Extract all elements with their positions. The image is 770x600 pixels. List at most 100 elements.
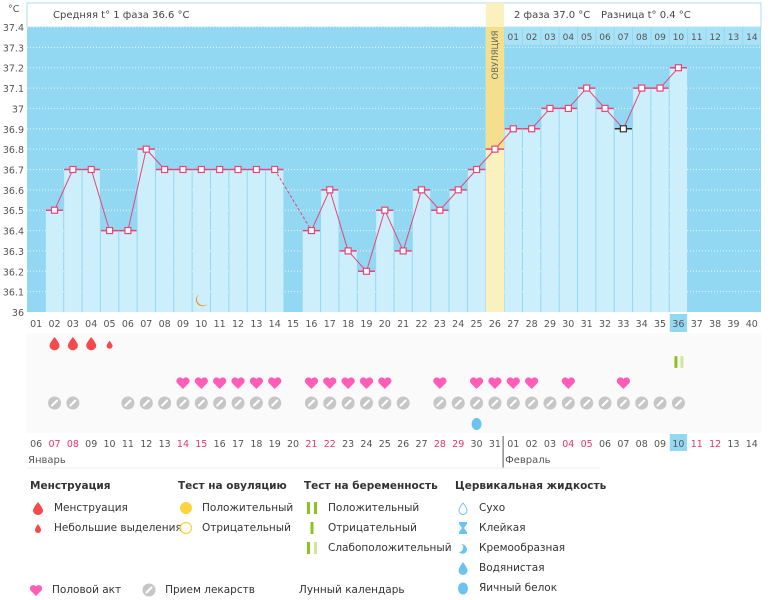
temperature-bar — [541, 108, 559, 312]
temperature-point — [124, 226, 132, 235]
temperature-line — [622, 87, 643, 129]
small-blood-drop-icon — [30, 520, 46, 536]
x-tick-label: 36 — [672, 319, 684, 330]
calendar-date: 26 — [397, 439, 409, 450]
calendar-date: 09 — [654, 439, 666, 450]
egg-white-icon — [455, 580, 471, 596]
x-tick-label: 26 — [489, 319, 501, 330]
temperature-point — [638, 84, 646, 92]
top-strip-date: 13 — [728, 33, 739, 43]
pill-icon-stripe — [179, 399, 187, 407]
temperature-point — [326, 186, 334, 194]
temperature-point — [50, 206, 59, 214]
temperature-bar — [522, 128, 541, 312]
temperature-point — [87, 165, 95, 174]
x-tick-label: 09 — [177, 319, 189, 330]
temperature-bar — [100, 230, 119, 312]
top-strip-date: 10 — [673, 33, 685, 43]
pill-icon-stripe — [656, 399, 664, 407]
heart-icon — [525, 377, 539, 389]
temperature-bar — [357, 271, 376, 312]
temperature-point — [454, 186, 462, 194]
sticky-hourglass-icon — [455, 520, 471, 536]
legend-title: Цервикальная жидкость — [455, 480, 607, 492]
y-tick-label: 36.6 — [3, 186, 24, 197]
temperature-point — [491, 145, 499, 153]
calendar-date: 07 — [617, 439, 629, 450]
x-tick-label: 25 — [471, 319, 483, 330]
unit-label: °C — [8, 4, 20, 15]
top-strip-date: 08 — [636, 33, 648, 43]
temperature-bar — [467, 169, 486, 312]
pill-icon-stripe — [546, 399, 554, 407]
temperature-point — [344, 247, 352, 255]
temperature-bar — [211, 169, 229, 312]
x-tick-label: 37 — [691, 319, 703, 330]
temperature-point — [509, 125, 517, 133]
top-strip-cell — [724, 27, 743, 45]
top-strip-cell — [651, 27, 669, 45]
heart-icon — [28, 582, 44, 598]
x-tick-label: 33 — [617, 319, 629, 330]
calendar-date: 01 — [507, 439, 519, 450]
temperature-bar — [192, 169, 210, 312]
temperature-bar — [302, 230, 321, 312]
heart-icon — [268, 377, 282, 389]
pill-icon-stripe — [197, 399, 205, 407]
legend-label: Слабоположительный — [328, 542, 452, 554]
temperature-bar — [412, 189, 431, 312]
pill-icon-stripe — [326, 399, 334, 407]
top-strip-date: 01 — [508, 33, 519, 43]
pill-icon-stripe — [142, 399, 150, 407]
legend-label: Небольшие выделения — [54, 522, 182, 534]
pill-icon-stripe — [362, 399, 370, 407]
x-tick-label: 38 — [709, 319, 721, 330]
top-strip-cell — [614, 27, 633, 45]
events-grid — [27, 333, 761, 433]
y-tick-label: 36.5 — [3, 206, 24, 217]
legend-item: Небольшие выделения — [30, 518, 182, 538]
y-tick-label: 37.2 — [3, 64, 24, 75]
heart-icon — [506, 377, 520, 389]
temperature-point — [399, 247, 407, 255]
heart-icon — [213, 377, 227, 389]
top-strip-date: 05 — [581, 33, 592, 43]
calendar-date: 14 — [746, 439, 758, 450]
legend-ovulation-test: Тест на овуляцию Положительный Отрицател… — [178, 480, 293, 538]
calendar-date: 12 — [140, 439, 152, 450]
top-strip-cell — [504, 27, 522, 45]
legend-item: Кремообразная — [455, 538, 606, 558]
legend-item: Лунный календарь — [275, 580, 405, 600]
legend-item: Половой акт — [28, 580, 121, 600]
x-tick-label: 40 — [746, 319, 758, 330]
pill-icon-stripe — [509, 399, 517, 407]
calendar-date: 30 — [471, 439, 483, 450]
temperature-point — [528, 125, 536, 133]
legend-item: Яичный белок — [455, 578, 606, 598]
pill-icon-stripe — [344, 399, 352, 407]
legend-item: Прием лекарств — [141, 580, 255, 600]
top-strip-date: 04 — [563, 33, 575, 43]
temperature-point — [234, 165, 242, 174]
top-strip-date: 06 — [599, 33, 611, 43]
temperature-bar — [82, 169, 100, 312]
pill-icon-stripe — [564, 399, 572, 407]
pill-icon-stripe — [491, 399, 499, 407]
blood-drop-icon — [30, 500, 46, 516]
x-tick-label: 02 — [48, 319, 60, 330]
temperature-bar — [119, 230, 137, 312]
x-tick-label: 31 — [581, 319, 593, 330]
y-tick-label: 36.2 — [3, 267, 24, 278]
calendar-date: 13 — [727, 439, 739, 450]
pill-icon-stripe — [69, 399, 77, 407]
calendar-date: 22 — [324, 439, 336, 450]
legend-label: Менструация — [54, 502, 128, 514]
top-strip-cell — [522, 27, 541, 45]
calendar-date: 07 — [48, 439, 60, 450]
month-label: Январь — [28, 455, 66, 466]
legend-label: Прием лекарств — [165, 584, 255, 596]
temperature-bar — [174, 169, 192, 312]
x-tick-label: 32 — [599, 319, 611, 330]
temperature-bar — [45, 210, 64, 312]
temperature-point — [105, 226, 114, 235]
